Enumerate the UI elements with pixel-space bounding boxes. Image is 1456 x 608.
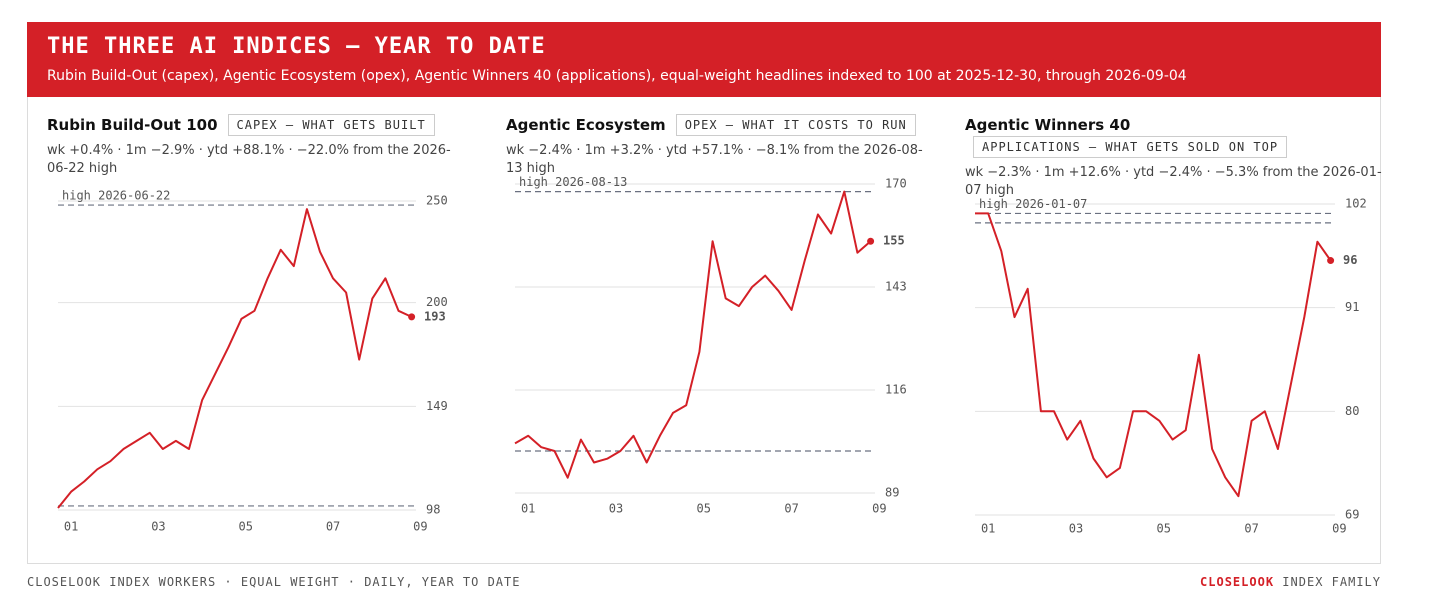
x-tick-label: 09 xyxy=(872,502,886,516)
end-dot xyxy=(408,313,416,321)
end-label: 96 xyxy=(1343,253,1357,267)
y-tick-label: 200 xyxy=(426,295,448,309)
x-tick-label: 09 xyxy=(1332,522,1346,536)
panel-stats: wk +0.4% · 1m −2.9% · ytd +88.1% · −22.0… xyxy=(47,143,451,176)
y-tick-label: 250 xyxy=(426,194,448,208)
y-tick-label: 143 xyxy=(885,280,907,294)
panel-head: Rubin Build-Out 100 CAPEX — WHAT GETS BUI… xyxy=(47,114,477,178)
index-line xyxy=(975,212,1332,498)
end-label: 155 xyxy=(883,234,905,248)
end-label: 193 xyxy=(424,309,446,323)
panel-tag: APPLICATIONS — WHAT GETS SOLD ON TOP xyxy=(973,135,1288,158)
footer-right: CLOSELOOK INDEX FAMILY xyxy=(1200,575,1381,589)
y-tick-label: 170 xyxy=(885,177,907,191)
y-tick-label: 149 xyxy=(426,399,448,413)
y-tick-label: 116 xyxy=(885,383,907,397)
x-tick-label: 03 xyxy=(151,520,165,534)
end-dot xyxy=(867,237,875,245)
panel-stats: wk −2.3% · 1m +12.6% · ytd −2.4% · −5.3%… xyxy=(965,164,1382,198)
high-label: high 2026-06-22 xyxy=(62,189,170,203)
panel-head: Agentic Ecosystem OPEX — WHAT IT COSTS TO… xyxy=(506,114,936,178)
x-tick-label: 05 xyxy=(697,502,711,516)
panel-head: Agentic Winners 40 APPLICATIONS — WHAT G… xyxy=(965,114,1395,200)
x-tick-label: 07 xyxy=(1244,522,1258,536)
end-dot xyxy=(1327,257,1335,265)
index-line xyxy=(57,208,413,509)
y-tick-label: 69 xyxy=(1345,508,1359,522)
x-tick-label: 03 xyxy=(609,502,623,516)
panel-tag: CAPEX — WHAT GETS BUILT xyxy=(227,114,435,136)
x-tick-label: 01 xyxy=(981,522,995,536)
subtitle: Rubin Build-Out (capex), Agentic Ecosyst… xyxy=(47,68,1187,84)
x-tick-label: 05 xyxy=(1157,522,1171,536)
header: THE THREE AI INDICES — YEAR TO DATE Rubi… xyxy=(27,22,1381,97)
y-tick-label: 102 xyxy=(1345,197,1367,211)
footer-family: INDEX FAMILY xyxy=(1282,575,1381,589)
footer-left: CLOSELOOK INDEX WORKERS · EQUAL WEIGHT ·… xyxy=(27,575,521,589)
y-tick-label: 98 xyxy=(426,503,440,517)
panel-title: Agentic Winners 40 xyxy=(965,115,1131,134)
x-tick-label: 07 xyxy=(326,520,340,534)
panel-stats: wk −2.4% · 1m +3.2% · ytd +57.1% · −8.1%… xyxy=(506,143,923,176)
high-label: high 2026-01-07 xyxy=(979,197,1087,211)
y-tick-label: 91 xyxy=(1345,300,1359,314)
x-tick-label: 03 xyxy=(1069,522,1083,536)
panel-title: Agentic Ecosystem xyxy=(506,116,666,134)
x-tick-label: 01 xyxy=(521,502,535,516)
footer-brand: CLOSELOOK xyxy=(1200,575,1275,589)
panel-title: Rubin Build-Out 100 xyxy=(47,116,218,134)
y-tick-label: 89 xyxy=(885,486,899,500)
x-tick-label: 05 xyxy=(239,520,253,534)
title: THE THREE AI INDICES — YEAR TO DATE xyxy=(47,34,546,59)
x-tick-label: 07 xyxy=(784,502,798,516)
x-tick-label: 09 xyxy=(413,520,427,534)
panel-tag: OPEX — WHAT IT COSTS TO RUN xyxy=(675,114,916,136)
y-tick-label: 80 xyxy=(1345,404,1359,418)
high-label: high 2026-08-13 xyxy=(519,175,627,189)
index-line xyxy=(514,190,872,479)
x-tick-label: 01 xyxy=(64,520,78,534)
